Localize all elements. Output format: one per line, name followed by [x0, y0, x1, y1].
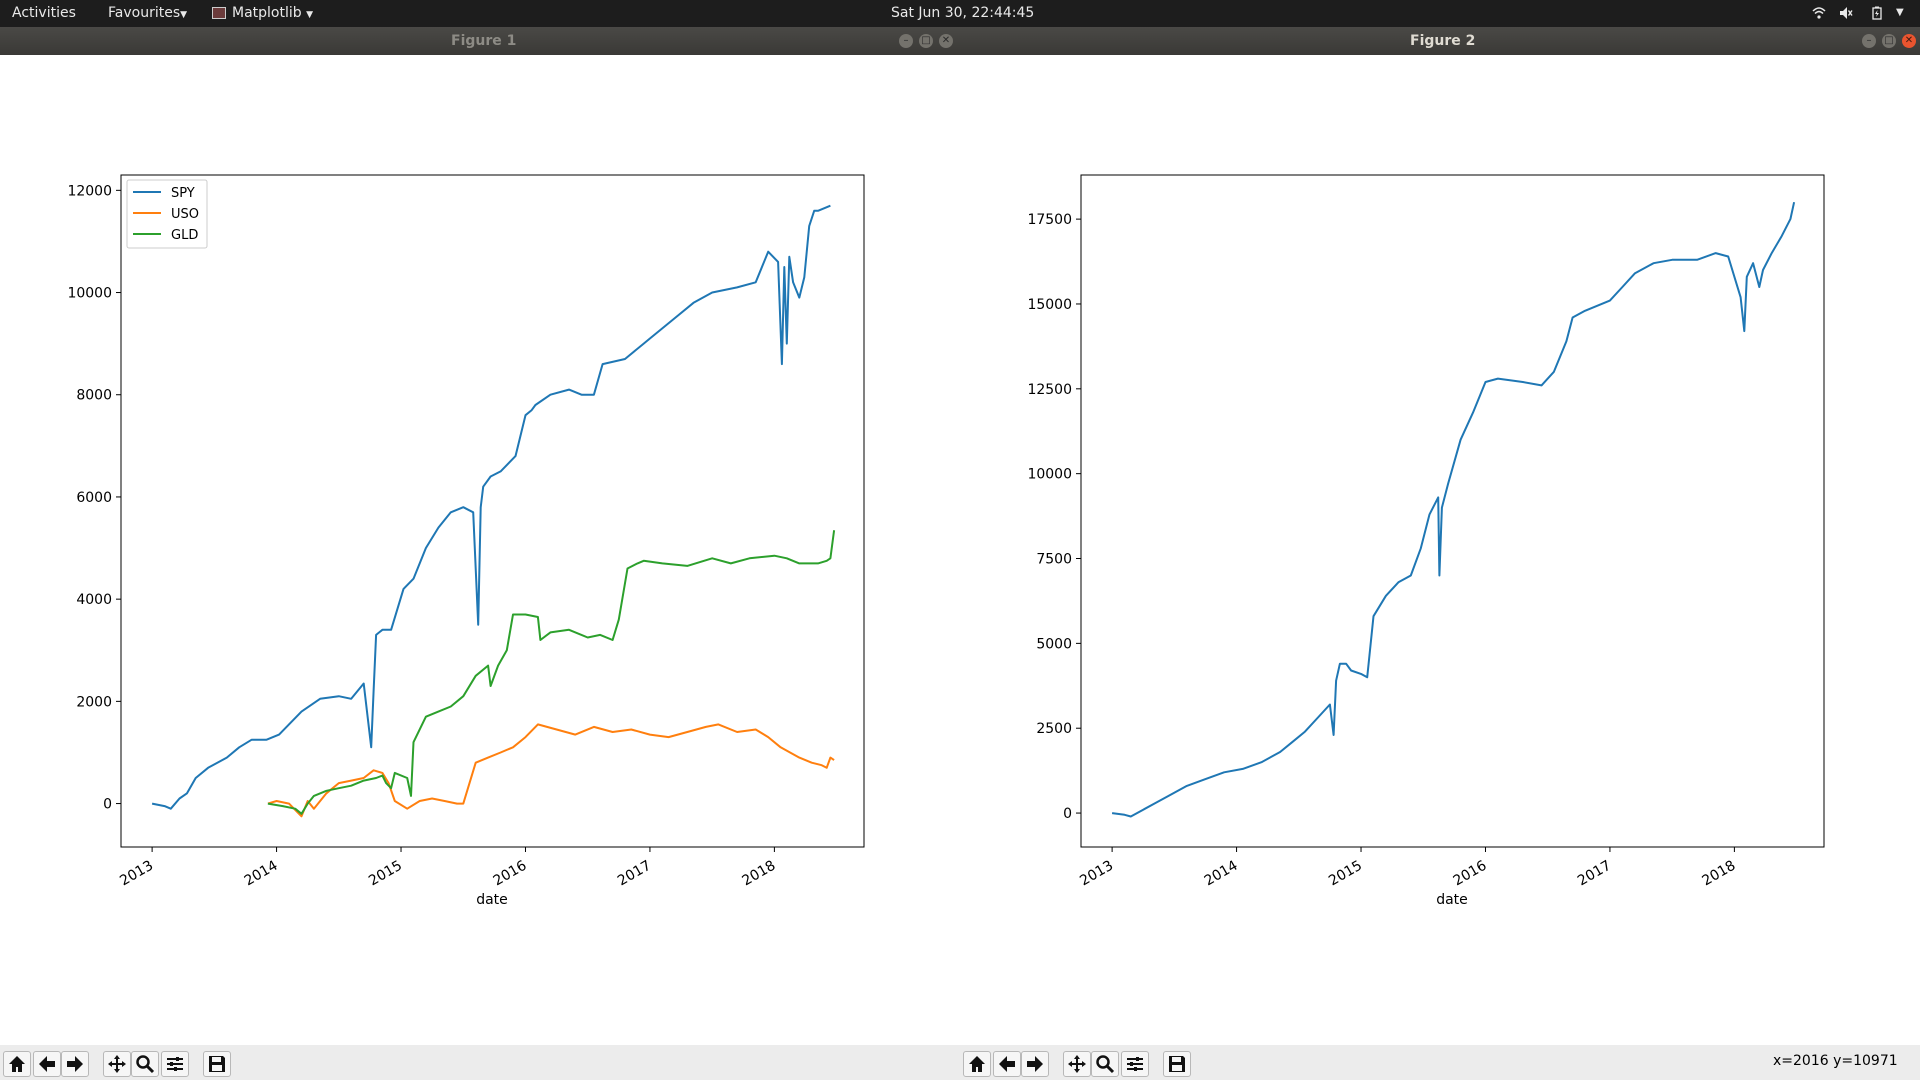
- save-icon: [209, 1056, 225, 1072]
- x-tick-label: 2016: [1451, 858, 1490, 890]
- y-tick-label: 15000: [1027, 297, 1072, 313]
- figure2-toolbar: [960, 1045, 1920, 1080]
- volume-muted-icon[interactable]: [1839, 6, 1853, 20]
- zoom-button[interactable]: [1091, 1051, 1119, 1077]
- y-tick-label: 2000: [76, 694, 112, 710]
- forward-button[interactable]: [1021, 1051, 1049, 1077]
- close-icon[interactable]: ✕: [1902, 34, 1916, 48]
- y-tick-label: 0: [1063, 806, 1072, 822]
- figure2-titlebar[interactable]: Figure 2 – □ ✕: [960, 27, 1920, 55]
- system-menu-icon[interactable]: ▼: [1896, 7, 1904, 18]
- chevron-down-icon: ▼: [180, 10, 188, 20]
- save-button[interactable]: [1163, 1051, 1191, 1077]
- chevron-down-icon: ▼: [306, 10, 314, 20]
- favourites-label: Favourites: [108, 5, 181, 21]
- matplotlib-app-icon: [212, 7, 226, 19]
- back-arrow-icon: [999, 1056, 1015, 1072]
- zoom-icon: [1096, 1055, 1115, 1074]
- y-tick-label: 10000: [67, 286, 112, 302]
- x-tick-label: 2016: [491, 858, 530, 890]
- back-button[interactable]: [33, 1051, 61, 1077]
- series-line-gld: [267, 530, 836, 815]
- figure1-toolbar: [0, 1045, 960, 1080]
- legend: SPY USO GLD: [126, 179, 208, 249]
- plot-lines: [1111, 201, 1796, 818]
- home-button[interactable]: [963, 1051, 991, 1077]
- legend-label-gld: GLD: [171, 228, 198, 243]
- y-tick-label: 7500: [1036, 552, 1072, 568]
- x-tick-label: 2013: [1077, 858, 1116, 890]
- x-tick-label: 2017: [1575, 858, 1614, 890]
- y-tick-label: 8000: [76, 388, 112, 404]
- y-tick-label: 17500: [1027, 212, 1072, 228]
- home-button[interactable]: [3, 1051, 31, 1077]
- wifi-icon[interactable]: [1812, 6, 1826, 20]
- top-bar: Activities Favourites▼ Matplotlib ▼ Sat …: [0, 0, 1920, 27]
- series-line-uso: [267, 723, 835, 818]
- forward-button[interactable]: [61, 1051, 89, 1077]
- figure1-titlebar[interactable]: Figure 1 – □ ✕: [0, 27, 960, 55]
- forward-arrow-icon: [1027, 1056, 1043, 1072]
- pan-button[interactable]: [1063, 1051, 1091, 1077]
- y-tick-label: 4000: [76, 592, 112, 608]
- x-tick-label: 2015: [366, 858, 405, 890]
- x-tick-label: 2018: [1700, 858, 1739, 890]
- x-axis-label: date: [476, 892, 508, 908]
- x-tick-label: 2014: [242, 858, 281, 890]
- window-title: Figure 2: [1410, 33, 1476, 49]
- clock[interactable]: Sat Jun 30, 22:44:45: [891, 5, 1035, 21]
- axes-frame: [120, 174, 865, 848]
- series-line-spy: [151, 204, 831, 810]
- back-arrow-icon: [39, 1056, 55, 1072]
- minimize-icon[interactable]: –: [899, 34, 913, 48]
- pan-icon: [1068, 1055, 1086, 1073]
- x-tick-label: 2017: [615, 858, 654, 890]
- x-tick-label: 2013: [117, 858, 156, 890]
- figure1-plot[interactable]: 0 2000 4000 6000 8000 10000 12000 2013 2014 2015 2…: [0, 55, 960, 1045]
- zoom-icon: [136, 1055, 155, 1074]
- home-icon: [969, 1056, 985, 1072]
- minimize-icon[interactable]: –: [1862, 34, 1876, 48]
- legend-label-uso: USO: [171, 207, 199, 222]
- pan-icon: [108, 1055, 126, 1073]
- y-tick-label: 6000: [76, 490, 112, 506]
- save-icon: [1169, 1056, 1185, 1072]
- subplots-config-button[interactable]: [161, 1051, 189, 1077]
- y-tick-label: 2500: [1036, 721, 1072, 737]
- cursor-coordinates: x=2016 y=10971: [1773, 1053, 1898, 1069]
- subplots-config-icon: [167, 1057, 183, 1071]
- home-icon: [9, 1056, 25, 1072]
- y-tick-label: 12500: [1027, 382, 1072, 398]
- y-tick-label: 10000: [1027, 467, 1072, 483]
- x-tick-label: 2018: [740, 858, 779, 890]
- y-tick-label: 5000: [1036, 636, 1072, 652]
- legend-label-spy: SPY: [171, 186, 195, 201]
- figure2-plot[interactable]: 0 2500 5000 7500 10000 12500 15000 17500 2013 201…: [960, 55, 1920, 1045]
- y-tick-label: 0: [103, 797, 112, 813]
- series-line-0: [1111, 201, 1796, 818]
- x-axis-label: date: [1436, 892, 1468, 908]
- maximize-icon[interactable]: □: [1882, 34, 1896, 48]
- battery-icon[interactable]: [1870, 6, 1884, 20]
- app-menu-label: Matplotlib: [232, 5, 302, 21]
- pan-button[interactable]: [103, 1051, 131, 1077]
- x-tick-label: 2015: [1326, 858, 1365, 890]
- favourites-menu[interactable]: Favourites▼: [108, 5, 187, 21]
- app-menu[interactable]: Matplotlib ▼: [212, 5, 313, 21]
- close-icon[interactable]: ✕: [939, 34, 953, 48]
- plot-lines: [151, 204, 836, 818]
- subplots-config-icon: [1127, 1057, 1143, 1071]
- subplots-config-button[interactable]: [1121, 1051, 1149, 1077]
- activities-button[interactable]: Activities: [12, 5, 76, 21]
- forward-arrow-icon: [67, 1056, 83, 1072]
- window-title: Figure 1: [451, 33, 517, 49]
- x-tick-label: 2014: [1202, 858, 1241, 890]
- back-button[interactable]: [993, 1051, 1021, 1077]
- axes: 0 2000 4000 6000 8000 10000 12000 2013 2014 2015 2…: [67, 174, 865, 890]
- axes-frame: [1080, 174, 1825, 848]
- y-tick-label: 12000: [67, 183, 112, 199]
- save-button[interactable]: [203, 1051, 231, 1077]
- zoom-button[interactable]: [131, 1051, 159, 1077]
- maximize-icon[interactable]: □: [919, 34, 933, 48]
